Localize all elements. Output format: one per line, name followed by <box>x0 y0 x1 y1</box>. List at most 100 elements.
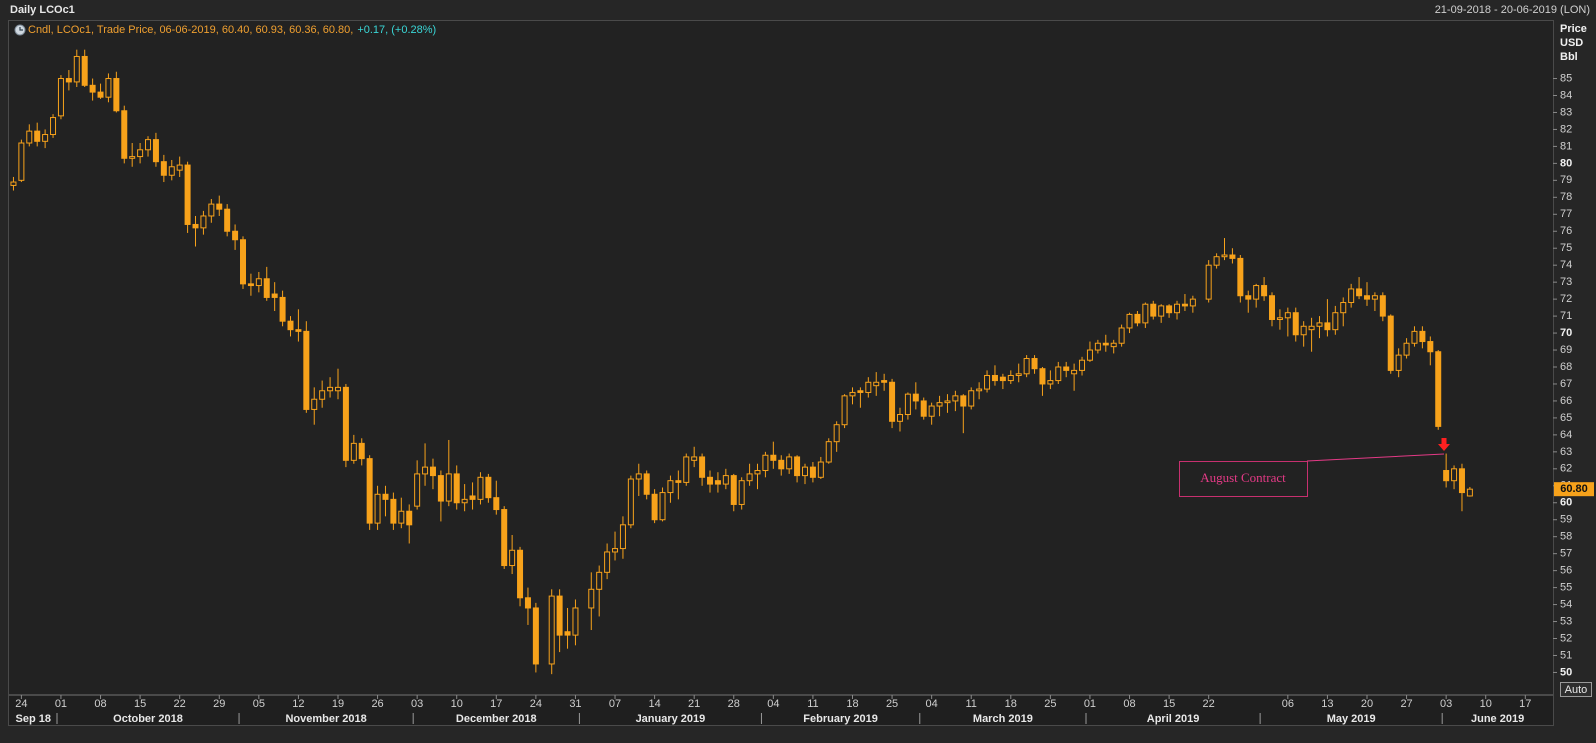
candle-body <box>1055 366 1062 382</box>
candle-body <box>1356 288 1363 297</box>
last-price-label: 60.80 <box>1560 483 1588 495</box>
candle-body <box>509 549 516 567</box>
candle-body <box>651 493 658 521</box>
candle-body <box>865 381 872 393</box>
y-tick-label: 55 <box>1560 582 1572 594</box>
x-tick-label: 21 <box>688 698 700 710</box>
candle-body <box>1387 315 1394 371</box>
candle-body <box>612 548 619 553</box>
month-label: May 2019 <box>1327 713 1376 725</box>
candle-body <box>1332 312 1339 331</box>
y-tick-label: 68 <box>1560 361 1572 373</box>
candle-body <box>477 476 484 500</box>
candle-body <box>113 78 120 112</box>
candle-body <box>176 164 183 171</box>
candle-body <box>1181 303 1188 307</box>
x-tick-label: 06 <box>1282 698 1294 710</box>
y-tick-label: 58 <box>1560 531 1572 543</box>
x-tick-label: 03 <box>1440 698 1452 710</box>
candle-body <box>374 493 381 524</box>
candle-body <box>936 402 943 407</box>
x-tick-label: 01 <box>55 698 67 710</box>
x-tick-label: 07 <box>609 698 621 710</box>
candle-body <box>287 320 294 331</box>
annotation-arrow <box>1438 438 1450 451</box>
y-tick-label: 76 <box>1560 225 1572 237</box>
candle-body <box>1134 313 1141 324</box>
candle-body <box>968 390 975 407</box>
candle-body <box>255 278 262 287</box>
candle-body <box>944 400 951 404</box>
candle-body <box>81 55 88 86</box>
candle-body <box>137 149 144 158</box>
candle-body <box>1158 305 1165 317</box>
candle-body <box>1023 358 1030 375</box>
x-tick-label: 28 <box>728 698 740 710</box>
candle-body <box>699 456 706 478</box>
legend-icon-hand <box>19 27 23 31</box>
candle-body <box>168 166 175 176</box>
candle-body <box>1451 468 1458 482</box>
y-tick-label: 66 <box>1560 395 1572 407</box>
x-tick-label: 04 <box>926 698 938 710</box>
candle-body <box>1308 325 1315 331</box>
candle-body <box>588 588 595 609</box>
candle-body <box>1015 373 1022 376</box>
candle-body <box>232 230 239 241</box>
candle-body <box>817 461 824 478</box>
x-tick-label: 01 <box>1084 698 1096 710</box>
candle-body <box>105 78 112 98</box>
x-tick-label: 20 <box>1361 698 1373 710</box>
candle-body <box>707 476 714 485</box>
candle-body <box>327 386 334 392</box>
y-axis-label: USD <box>1560 37 1583 49</box>
candle-body <box>1221 254 1228 258</box>
y-axis-label: Bbl <box>1560 51 1578 63</box>
auto-button-label[interactable]: Auto <box>1565 684 1588 696</box>
candle-body <box>683 456 690 483</box>
candle-body <box>1189 298 1196 307</box>
candle-body <box>1395 354 1402 371</box>
x-tick-label: 18 <box>846 698 858 710</box>
candle-body <box>857 390 864 393</box>
candle-body <box>160 161 167 176</box>
candle-body <box>1063 366 1070 371</box>
y-tick-label: 54 <box>1560 598 1572 610</box>
candle-body <box>619 524 626 550</box>
x-tick-label: 03 <box>411 698 423 710</box>
candle-body <box>295 329 302 332</box>
x-tick-label: 22 <box>1203 698 1215 710</box>
y-tick-label: 77 <box>1560 208 1572 220</box>
candle-body <box>65 78 72 83</box>
candle-body <box>453 473 460 504</box>
candle-body <box>216 203 223 210</box>
candle-body <box>714 480 721 485</box>
candle-body <box>1071 369 1078 375</box>
candle-body <box>1166 305 1173 314</box>
candle-body <box>1458 468 1465 494</box>
candle-body <box>152 139 159 163</box>
candle-body <box>754 470 761 475</box>
y-tick-label: 82 <box>1560 123 1572 135</box>
candle-body <box>991 374 998 382</box>
candle-body <box>1269 295 1276 320</box>
candle-body <box>738 480 745 505</box>
candle-body <box>920 400 927 417</box>
candle-body <box>1205 264 1212 300</box>
candle-body <box>627 478 634 526</box>
candle-body <box>691 456 698 461</box>
candle-body <box>390 498 397 524</box>
candle-body <box>873 381 880 387</box>
y-tick-label: 56 <box>1560 565 1572 577</box>
y-tick-label: 51 <box>1560 649 1572 661</box>
candle-body <box>1237 257 1244 297</box>
x-tick-label: 19 <box>332 698 344 710</box>
candle-body <box>1324 322 1331 331</box>
candle-body <box>548 595 555 665</box>
candle-body <box>382 493 389 500</box>
candle-body <box>1142 303 1149 324</box>
y-tick-label: 85 <box>1560 72 1572 84</box>
x-tick-label: 05 <box>253 698 265 710</box>
auto-button[interactable] <box>1560 682 1592 697</box>
candle-body <box>1086 349 1093 361</box>
